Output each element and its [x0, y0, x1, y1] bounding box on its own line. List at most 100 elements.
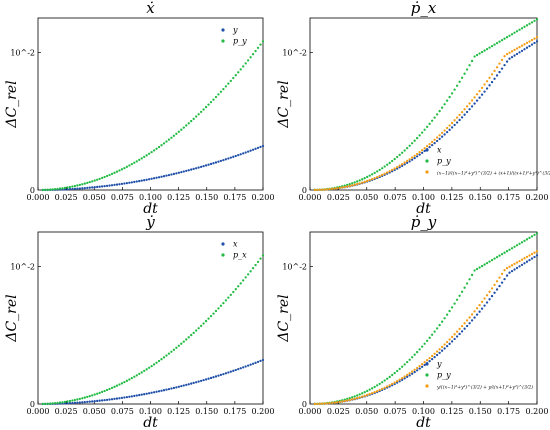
data-point — [440, 106, 444, 109]
data-point — [222, 87, 225, 91]
data-point — [209, 100, 213, 104]
data-point — [453, 337, 456, 341]
data-point — [465, 319, 469, 322]
legend-label: x — [437, 146, 442, 155]
y-tick-label: 10^-2 — [282, 48, 307, 57]
data-point — [185, 124, 188, 127]
x-tick-label: 0.075 — [111, 407, 134, 416]
data-point — [115, 183, 119, 186]
data-point — [214, 95, 218, 99]
data-point — [259, 145, 262, 149]
data-point — [177, 344, 181, 347]
data-point — [483, 90, 486, 93]
x-tick-label: 0.025 — [55, 407, 78, 416]
data-point — [242, 366, 245, 369]
chart-panel-4: ṗ_ydt ΔC_rel 0.000 0.025 0.050 0.075 0.100 0.12… — [276, 213, 548, 430]
data-point — [510, 247, 514, 250]
data-point — [435, 113, 439, 116]
data-point — [391, 159, 394, 163]
data-point — [363, 177, 366, 180]
chart-title: ṗ_x — [411, 0, 437, 17]
data-point — [234, 74, 237, 77]
data-point — [478, 52, 481, 55]
data-point — [254, 147, 257, 150]
data-point — [155, 390, 158, 393]
data-point — [470, 319, 474, 322]
data-point — [520, 241, 524, 244]
data-point — [533, 233, 536, 237]
data-point — [143, 179, 146, 182]
data-point — [78, 397, 81, 401]
plot-frame — [309, 17, 538, 191]
data-point — [61, 187, 64, 190]
data-point — [53, 187, 57, 191]
legend-marker — [425, 362, 429, 366]
data-point — [520, 263, 524, 266]
x-tick-label: 0.125 — [440, 193, 463, 202]
data-point — [143, 155, 146, 159]
data-point — [528, 236, 531, 239]
data-point — [86, 186, 89, 190]
data-point — [185, 169, 188, 173]
legend-marker — [425, 159, 429, 163]
data-point — [135, 160, 138, 163]
data-point — [363, 394, 366, 397]
x-tick-label: 0.050 — [83, 407, 106, 416]
data-point — [190, 119, 193, 123]
data-point — [445, 126, 449, 130]
data-point — [518, 259, 521, 263]
data-point — [120, 182, 124, 186]
data-point — [68, 185, 72, 189]
data-point — [222, 301, 225, 305]
data-point — [140, 371, 143, 374]
data-point — [81, 183, 84, 186]
data-point — [175, 346, 178, 349]
data-point — [229, 79, 232, 83]
data-point — [428, 356, 431, 360]
data-point — [366, 389, 369, 393]
data-point — [458, 327, 461, 331]
data-point — [493, 43, 496, 46]
data-point — [199, 324, 203, 328]
x-tick-label: 0.200 — [252, 193, 275, 202]
data-point — [448, 342, 451, 345]
data-point — [224, 158, 228, 161]
data-point — [363, 391, 366, 394]
data-point — [373, 176, 376, 180]
data-point — [445, 345, 449, 348]
data-point — [232, 290, 235, 294]
data-point — [46, 402, 49, 405]
data-point — [490, 80, 494, 84]
data-point — [493, 257, 496, 260]
data-point — [237, 71, 240, 74]
legend-label: y — [232, 26, 238, 35]
data-point — [204, 164, 208, 167]
data-point — [63, 186, 67, 190]
x-tick-label: 0.000 — [27, 407, 50, 416]
data-point — [435, 139, 439, 143]
data-point — [505, 52, 509, 56]
data-point — [133, 394, 136, 398]
data-point — [318, 402, 321, 405]
data-point — [430, 333, 434, 336]
data-point — [199, 165, 203, 169]
data-point — [133, 180, 136, 184]
data-point — [393, 167, 396, 170]
data-point — [445, 99, 449, 102]
data-point — [495, 74, 499, 77]
data-point — [138, 158, 141, 162]
data-point — [108, 398, 111, 401]
data-point — [135, 394, 138, 397]
x-tick-label: 0.175 — [223, 193, 246, 202]
data-point — [403, 163, 406, 166]
data-point — [177, 171, 181, 174]
data-point — [465, 110, 469, 114]
data-point — [76, 401, 79, 404]
data-point — [130, 181, 133, 184]
data-point — [525, 24, 529, 27]
data-point — [470, 105, 474, 108]
data-point — [182, 384, 185, 387]
data-point — [333, 187, 336, 190]
data-point — [180, 170, 183, 174]
data-point — [145, 368, 148, 371]
